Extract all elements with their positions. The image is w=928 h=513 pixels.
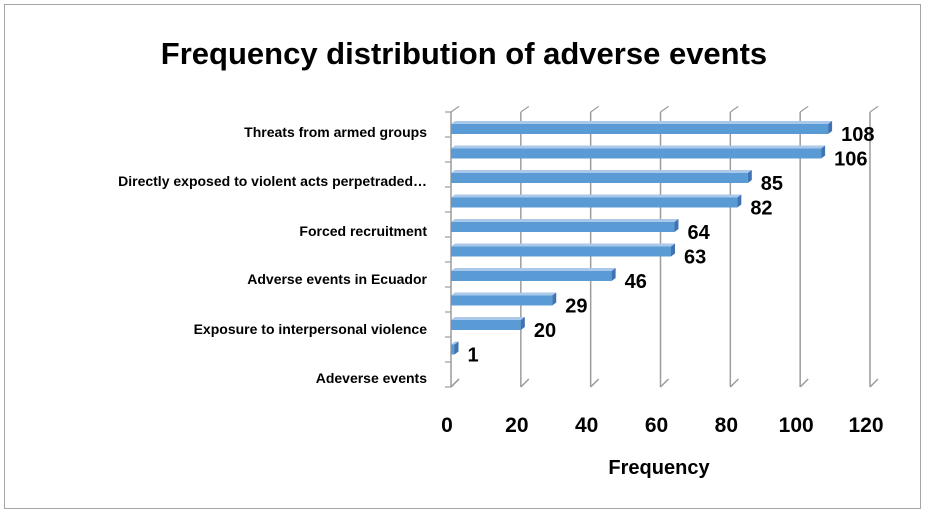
gridline-depth-3 [659,378,670,388]
bar-end-1 [821,145,826,159]
category-label-1: Directly exposed to violent acts perpetr… [118,173,427,189]
x-tick-label-0: 0 [441,414,453,437]
data-label-7: 29 [565,296,587,318]
gridline-top-4 [729,105,739,113]
chart-title: Frequency distribution of adverse events [160,36,768,71]
bar-7 [451,295,553,306]
bar-top-1 [451,145,826,149]
gridline-depth-5 [799,378,809,388]
gridline-depth-2 [590,378,600,388]
bar-top-7 [451,292,557,296]
data-label-9: 1 [467,345,478,367]
bar-5 [451,246,671,257]
bar-6 [451,271,612,281]
bar-end-8 [520,317,525,330]
bar-top-2 [451,170,752,173]
gridline-depth-6 [869,378,879,388]
gridline-top-5 [799,105,809,113]
bar-1 [451,148,822,159]
data-label-8: 20 [534,320,556,342]
gridline-depth-1 [520,378,530,388]
category-label-3: Adverse events in Ecuador [247,271,427,287]
data-label-3: 82 [750,198,772,220]
bar-end-3 [737,194,742,208]
data-label-4: 64 [687,222,710,244]
bar-2 [451,173,748,183]
x-tick-label-1: 20 [505,414,528,437]
data-label-2: 85 [761,173,783,195]
x-axis-title: Frequency [608,457,710,479]
bar-end-2 [747,170,752,183]
x-tick-label-6: 120 [848,414,883,437]
bar-top-3 [451,194,742,198]
gridline-top-2 [590,105,600,113]
bar-end-6 [611,268,616,281]
gridline-depth-4 [729,378,739,388]
gridline-depth-0 [450,378,460,388]
bar-top-0 [451,121,833,124]
bar-end-0 [828,121,833,134]
bar-top-8 [451,317,525,320]
x-tick-label-4: 80 [715,414,738,437]
data-label-5: 63 [684,247,706,269]
bar-top-5 [451,243,675,247]
x-tick-label-5: 100 [779,414,814,437]
bar-end-9 [454,341,459,355]
bar-8 [451,320,521,330]
data-label-0: 108 [841,124,874,146]
gridline-top-3 [660,105,669,113]
x-tick-label-2: 40 [575,414,598,437]
data-label-1: 106 [834,149,867,171]
bar-top-4 [451,219,679,222]
gridline-top-1 [520,105,530,113]
category-label-0: Threats from armed groups [244,124,427,140]
bar-end-4 [674,219,679,232]
gridline-top-6 [869,105,879,113]
bar-top-9 [451,341,459,345]
bar-9 [451,344,455,355]
x-tick-label-3: 60 [645,414,668,437]
category-label-5: Adeverse events [316,370,428,386]
category-label-4: Exposure to interpersonal violence [194,321,428,337]
bar-0 [451,124,829,134]
category-label-2: Forced recruitment [299,223,427,239]
bar-end-5 [670,243,675,257]
data-label-6: 46 [625,271,647,293]
bar-end-7 [552,292,557,306]
bar-top-6 [451,268,616,271]
bar-4 [451,222,675,232]
gridline-top-0 [450,105,460,113]
bar-3 [451,197,738,208]
